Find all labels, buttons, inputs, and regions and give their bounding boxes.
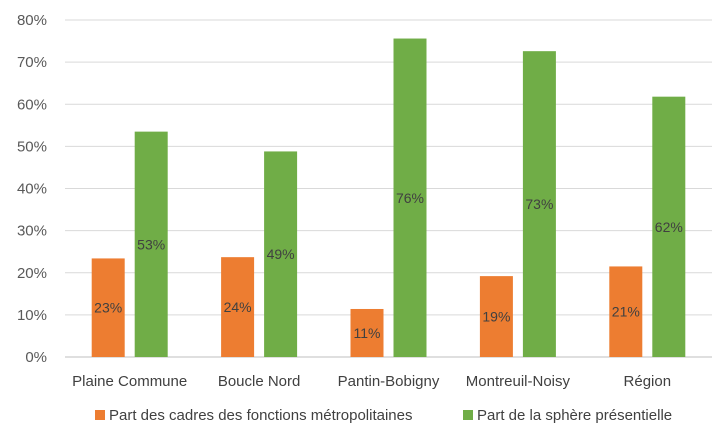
bar-presentielle <box>522 51 556 358</box>
legend-swatch <box>95 410 105 420</box>
bar-cadres <box>221 257 255 357</box>
legend: Part des cadres des fonctions métropolit… <box>95 407 672 424</box>
legend-label: Part de la sphère présentielle <box>477 407 672 424</box>
y-tick-label: 70% <box>17 54 47 71</box>
bar-data-label: 11% <box>354 325 381 341</box>
y-axis: 0% 10% 20% 30% 40% 50% 60% 70% 80% <box>17 12 47 366</box>
x-category-label: Boucle Nord <box>218 373 301 390</box>
bar-data-label: 19% <box>482 309 510 325</box>
gridlines <box>65 19 712 358</box>
x-category-label: Montreuil-Noisy <box>466 373 571 390</box>
y-tick-label: 0% <box>25 349 47 366</box>
bar-data-label: 24% <box>224 299 252 315</box>
legend-label: Part des cadres des fonctions métropolit… <box>109 407 413 424</box>
y-tick-label: 10% <box>17 307 47 324</box>
bar-presentielle <box>393 38 427 357</box>
bar-data-label: 53% <box>137 236 165 252</box>
x-category-label: Pantin-Bobigny <box>338 373 440 390</box>
bar-data-label: 21% <box>612 304 640 320</box>
y-tick-label: 60% <box>17 96 47 113</box>
y-tick-label: 30% <box>17 223 47 240</box>
bar-cadres <box>350 308 384 357</box>
bar-cadres <box>609 266 643 357</box>
legend-swatch <box>463 410 473 420</box>
y-tick-label: 50% <box>17 138 47 155</box>
bar-data-label: 76% <box>396 190 424 206</box>
bars: 23% 53% 24% 49% 11% 76% 19% 73% 21% 62% <box>91 38 686 358</box>
x-category-label: Région <box>624 373 672 390</box>
x-axis: Plaine Commune Boucle Nord Pantin-Bobigny M… <box>72 373 671 390</box>
bar-presentielle <box>652 96 686 357</box>
bar-data-label: 23% <box>94 300 122 316</box>
bar-data-label: 73% <box>525 196 553 212</box>
bar-cadres <box>479 276 513 357</box>
bar-data-label: 49% <box>267 246 295 262</box>
x-category-label: Plaine Commune <box>72 373 187 390</box>
bar-data-label: 62% <box>655 219 683 235</box>
bar-presentielle <box>264 151 298 357</box>
y-tick-label: 20% <box>17 265 47 282</box>
bar-presentielle <box>134 131 168 357</box>
y-tick-label: 40% <box>17 181 47 198</box>
y-tick-label: 80% <box>17 12 47 29</box>
bar-cadres <box>91 258 125 357</box>
